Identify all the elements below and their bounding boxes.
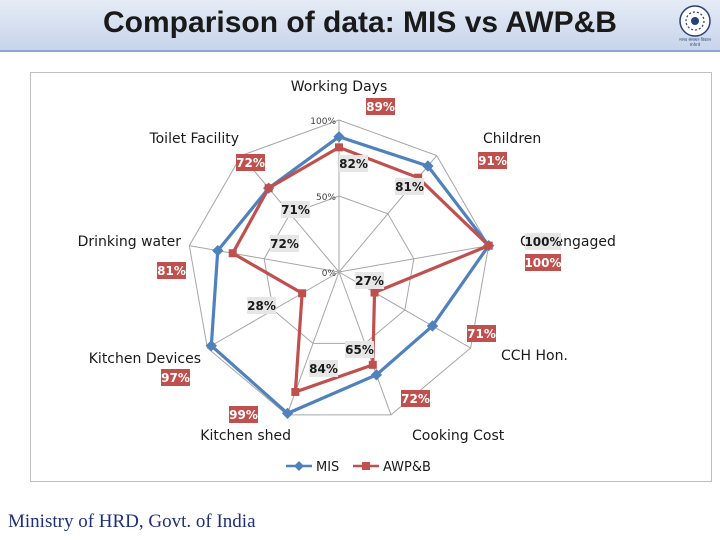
series-line-awpb bbox=[231, 145, 491, 394]
grid-spoke bbox=[338, 245, 489, 273]
data-label-mis: 97% bbox=[161, 371, 190, 385]
data-label-box-awpb bbox=[339, 155, 368, 172]
data-label-box-awpb bbox=[345, 341, 374, 358]
ministry-emblem-icon: मानव संसाधन विकास mhrd bbox=[679, 5, 711, 47]
data-label-box-mis bbox=[467, 325, 496, 342]
tick-label: 0% bbox=[322, 269, 337, 279]
data-label-awpb: 81% bbox=[395, 180, 424, 194]
axis-label: Kitchen shed bbox=[200, 428, 291, 444]
data-label-box-mis bbox=[161, 369, 190, 386]
series-marker-mis bbox=[426, 320, 439, 332]
data-label-box-awpb bbox=[281, 201, 310, 218]
data-label-mis: 81% bbox=[157, 264, 186, 278]
series-marker-awpb bbox=[264, 184, 273, 193]
legend-label: MIS bbox=[316, 460, 339, 475]
series-marker-awpb bbox=[298, 289, 307, 298]
data-label-awpb: 82% bbox=[339, 157, 368, 171]
series-marker-awpb bbox=[370, 288, 379, 297]
emblem-text-mhrd: mhrd bbox=[690, 42, 701, 47]
legend-marker bbox=[362, 462, 370, 470]
data-label-box-awpb bbox=[309, 360, 338, 377]
footer-text: Ministry of HRD, Govt. of India bbox=[8, 511, 256, 532]
legend-marker bbox=[294, 461, 304, 471]
data-label-awpb: 71% bbox=[281, 203, 310, 217]
data-label-box-mis bbox=[366, 98, 395, 115]
chart-area: 0% 50% 100% Working Days Children CCH engaged… bbox=[30, 72, 712, 482]
data-label-box-mis bbox=[401, 390, 430, 407]
grid-spoke bbox=[338, 155, 438, 273]
axis-label: Toilet Facility bbox=[148, 131, 239, 147]
data-label-mis: 99% bbox=[229, 408, 258, 422]
data-label-box-mis bbox=[525, 254, 561, 271]
axis-label: Drinking water bbox=[78, 234, 182, 250]
data-label-box-awpb bbox=[525, 233, 561, 250]
data-label-box-awpb bbox=[270, 235, 299, 252]
axis-label: Working Days bbox=[291, 79, 388, 95]
data-label-mis: 72% bbox=[401, 392, 430, 406]
data-label-box-mis bbox=[157, 262, 186, 279]
data-label-awpb: 100% bbox=[524, 235, 561, 249]
data-label-box-awpb bbox=[247, 297, 276, 314]
grid-spoke bbox=[189, 245, 340, 273]
data-label-box-awpb bbox=[395, 178, 424, 195]
axis-label: Kitchen Devices bbox=[89, 351, 201, 367]
data-label-box-mis bbox=[236, 154, 265, 171]
axis-label: CCH Hon. bbox=[501, 348, 568, 364]
axis-label: Children bbox=[483, 131, 541, 147]
data-label-mis: 72% bbox=[236, 156, 265, 170]
data-label-awpb: 28% bbox=[247, 299, 276, 313]
data-label-mis: 91% bbox=[478, 154, 507, 168]
tick-label: 100% bbox=[310, 117, 336, 127]
grid-ring-100 bbox=[188, 119, 490, 416]
series-line-mis bbox=[209, 135, 491, 416]
data-label-awpb: 65% bbox=[345, 343, 374, 357]
title-bar bbox=[0, 0, 720, 52]
data-label-awpb: 72% bbox=[270, 237, 299, 251]
page-title: Comparison of data: MIS vs AWP&B bbox=[103, 6, 617, 39]
series-marker-awpb bbox=[484, 241, 493, 250]
data-label-box-mis bbox=[229, 406, 258, 423]
data-label-box-awpb bbox=[355, 272, 384, 289]
data-label-mis: 89% bbox=[366, 100, 395, 114]
data-label-mis: 71% bbox=[467, 327, 496, 341]
data-label-awpb: 27% bbox=[355, 274, 384, 288]
series-marker-awpb bbox=[368, 360, 377, 369]
data-label-mis: 100% bbox=[524, 256, 561, 270]
data-label-awpb: 84% bbox=[309, 362, 338, 376]
series-marker-mis bbox=[422, 160, 434, 172]
emblem-text-hindi: मानव संसाधन विकास bbox=[679, 37, 711, 42]
series-marker-awpb bbox=[335, 143, 343, 152]
data-label-box-mis bbox=[478, 152, 507, 169]
series-marker-awpb bbox=[228, 249, 237, 258]
axis-label: Cooking Cost bbox=[412, 428, 505, 444]
series-marker-awpb bbox=[291, 387, 300, 396]
legend-label: AWP&B bbox=[383, 460, 431, 475]
tick-label: 50% bbox=[316, 193, 336, 203]
series-marker-awpb bbox=[414, 173, 423, 182]
